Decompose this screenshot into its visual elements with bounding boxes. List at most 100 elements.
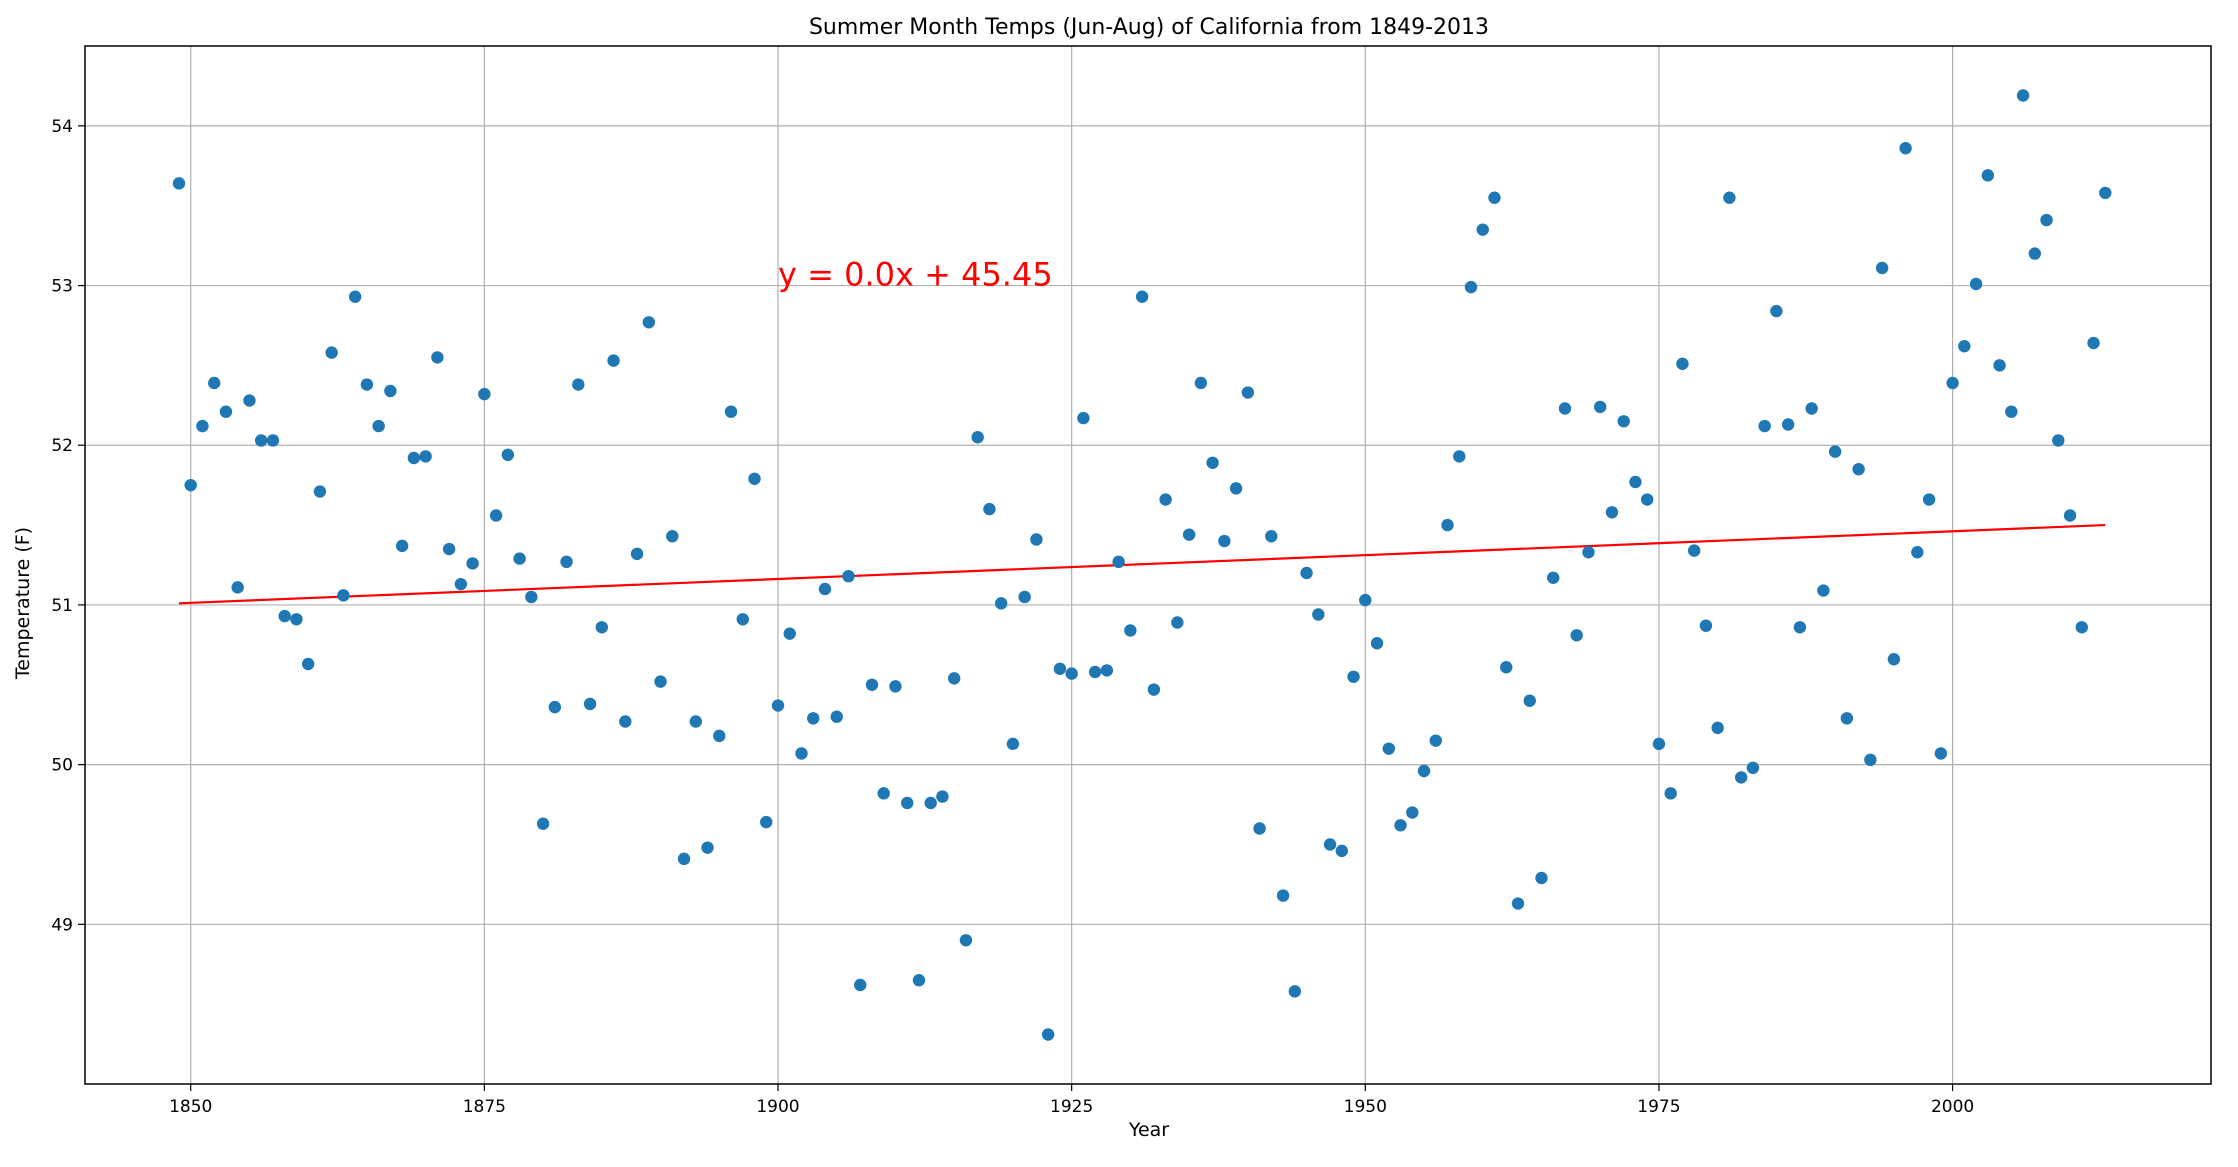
- data-point: [1370, 637, 1384, 650]
- data-point: [1417, 764, 1431, 778]
- data-point: [395, 539, 409, 553]
- data-point: [1535, 871, 1548, 885]
- data-point: [1617, 415, 1630, 428]
- data-point: [760, 815, 773, 829]
- data-point: [219, 405, 233, 418]
- data-point: [2040, 213, 2053, 227]
- data-point: [1476, 223, 1489, 236]
- data-point: [1664, 787, 1677, 800]
- data-point: [2099, 186, 2112, 200]
- data-point: [208, 376, 221, 390]
- data-point: [525, 590, 538, 604]
- data-point: [513, 552, 526, 565]
- data-point: [971, 431, 984, 444]
- data-point: [2005, 405, 2018, 418]
- data-point: [1828, 445, 1842, 458]
- data-point: [1206, 456, 1219, 469]
- data-point: [572, 378, 585, 391]
- data-point: [689, 715, 702, 728]
- data-point: [1594, 400, 1607, 414]
- data-point: [983, 502, 996, 516]
- data-point: [1887, 653, 1901, 666]
- data-point: [1922, 493, 1936, 506]
- plot-frame: [84, 45, 2212, 1085]
- data-point: [901, 796, 914, 810]
- data-point: [1547, 571, 1560, 584]
- y-tick-label: 49: [51, 915, 73, 935]
- data-point: [1030, 533, 1043, 546]
- data-point: [1347, 670, 1360, 683]
- data-point: [1805, 402, 1818, 415]
- data-point: [337, 589, 350, 602]
- data-point: [560, 555, 573, 569]
- x-tick-label: 1875: [463, 1097, 506, 1117]
- data-point: [1711, 721, 1724, 735]
- data-point: [947, 672, 961, 685]
- data-point: [1312, 608, 1325, 621]
- data-point: [830, 710, 843, 723]
- data-point: [1852, 462, 1865, 476]
- gridlines: [85, 46, 2211, 1084]
- x-tick-label: 1900: [756, 1097, 799, 1117]
- y-axis-ticks: 49 50 51 52 53 54: [51, 117, 85, 935]
- data-point: [2063, 509, 2077, 522]
- data-point: [818, 582, 832, 596]
- data-point: [1288, 985, 1302, 998]
- x-tick-label: 2000: [1931, 1097, 1974, 1117]
- annotation-layer: y = 0.0x + 45.45: [778, 256, 1053, 294]
- data-point: [1699, 619, 1713, 632]
- data-point: [724, 405, 738, 418]
- data-point: [548, 700, 562, 714]
- data-point: [1500, 661, 1513, 674]
- data-point: [807, 712, 820, 725]
- data-point: [2052, 434, 2065, 447]
- data-point: [854, 978, 867, 992]
- data-point: [936, 790, 949, 803]
- data-point: [1899, 142, 1912, 155]
- data-point: [231, 581, 244, 594]
- data-point: [595, 621, 609, 634]
- data-point: [278, 609, 291, 623]
- data-point: [1241, 386, 1255, 399]
- y-tick-label: 51: [51, 596, 73, 616]
- data-point: [1523, 694, 1536, 707]
- x-tick-label: 1975: [1637, 1097, 1680, 1117]
- data-point: [1570, 629, 1583, 642]
- data-point: [1194, 376, 1208, 390]
- data-point: [1840, 712, 1854, 725]
- data-point: [1652, 737, 1666, 751]
- data-points: [172, 89, 2112, 1041]
- data-point: [348, 290, 362, 303]
- data-point: [1335, 844, 1349, 858]
- data-point: [736, 613, 749, 626]
- data-point: [407, 451, 421, 465]
- data-point: [536, 817, 550, 830]
- data-point: [795, 747, 808, 760]
- data-point: [1300, 566, 1313, 580]
- data-point: [290, 613, 303, 626]
- data-point: [1734, 771, 1748, 784]
- data-point: [1276, 889, 1290, 902]
- data-point: [1875, 261, 1889, 275]
- data-point: [1265, 530, 1278, 543]
- data-point: [419, 450, 432, 463]
- data-point: [1934, 747, 1948, 760]
- data-point: [1640, 493, 1654, 506]
- y-tick-label: 52: [51, 436, 73, 456]
- data-point: [713, 729, 726, 743]
- data-point: [1429, 734, 1442, 747]
- data-point: [666, 530, 679, 543]
- data-point: [1441, 518, 1454, 532]
- data-point: [1629, 475, 1642, 489]
- data-point: [1687, 544, 1701, 557]
- data-point: [442, 542, 456, 556]
- data-point: [1817, 584, 1830, 597]
- data-point: [313, 485, 327, 498]
- data-point: [1053, 662, 1067, 675]
- y-tick-label: 50: [51, 756, 73, 776]
- data-point: [642, 316, 656, 329]
- data-point: [1088, 665, 1102, 679]
- data-point: [619, 715, 632, 728]
- data-point: [372, 419, 385, 433]
- regression-equation: y = 0.0x + 45.45: [778, 256, 1053, 294]
